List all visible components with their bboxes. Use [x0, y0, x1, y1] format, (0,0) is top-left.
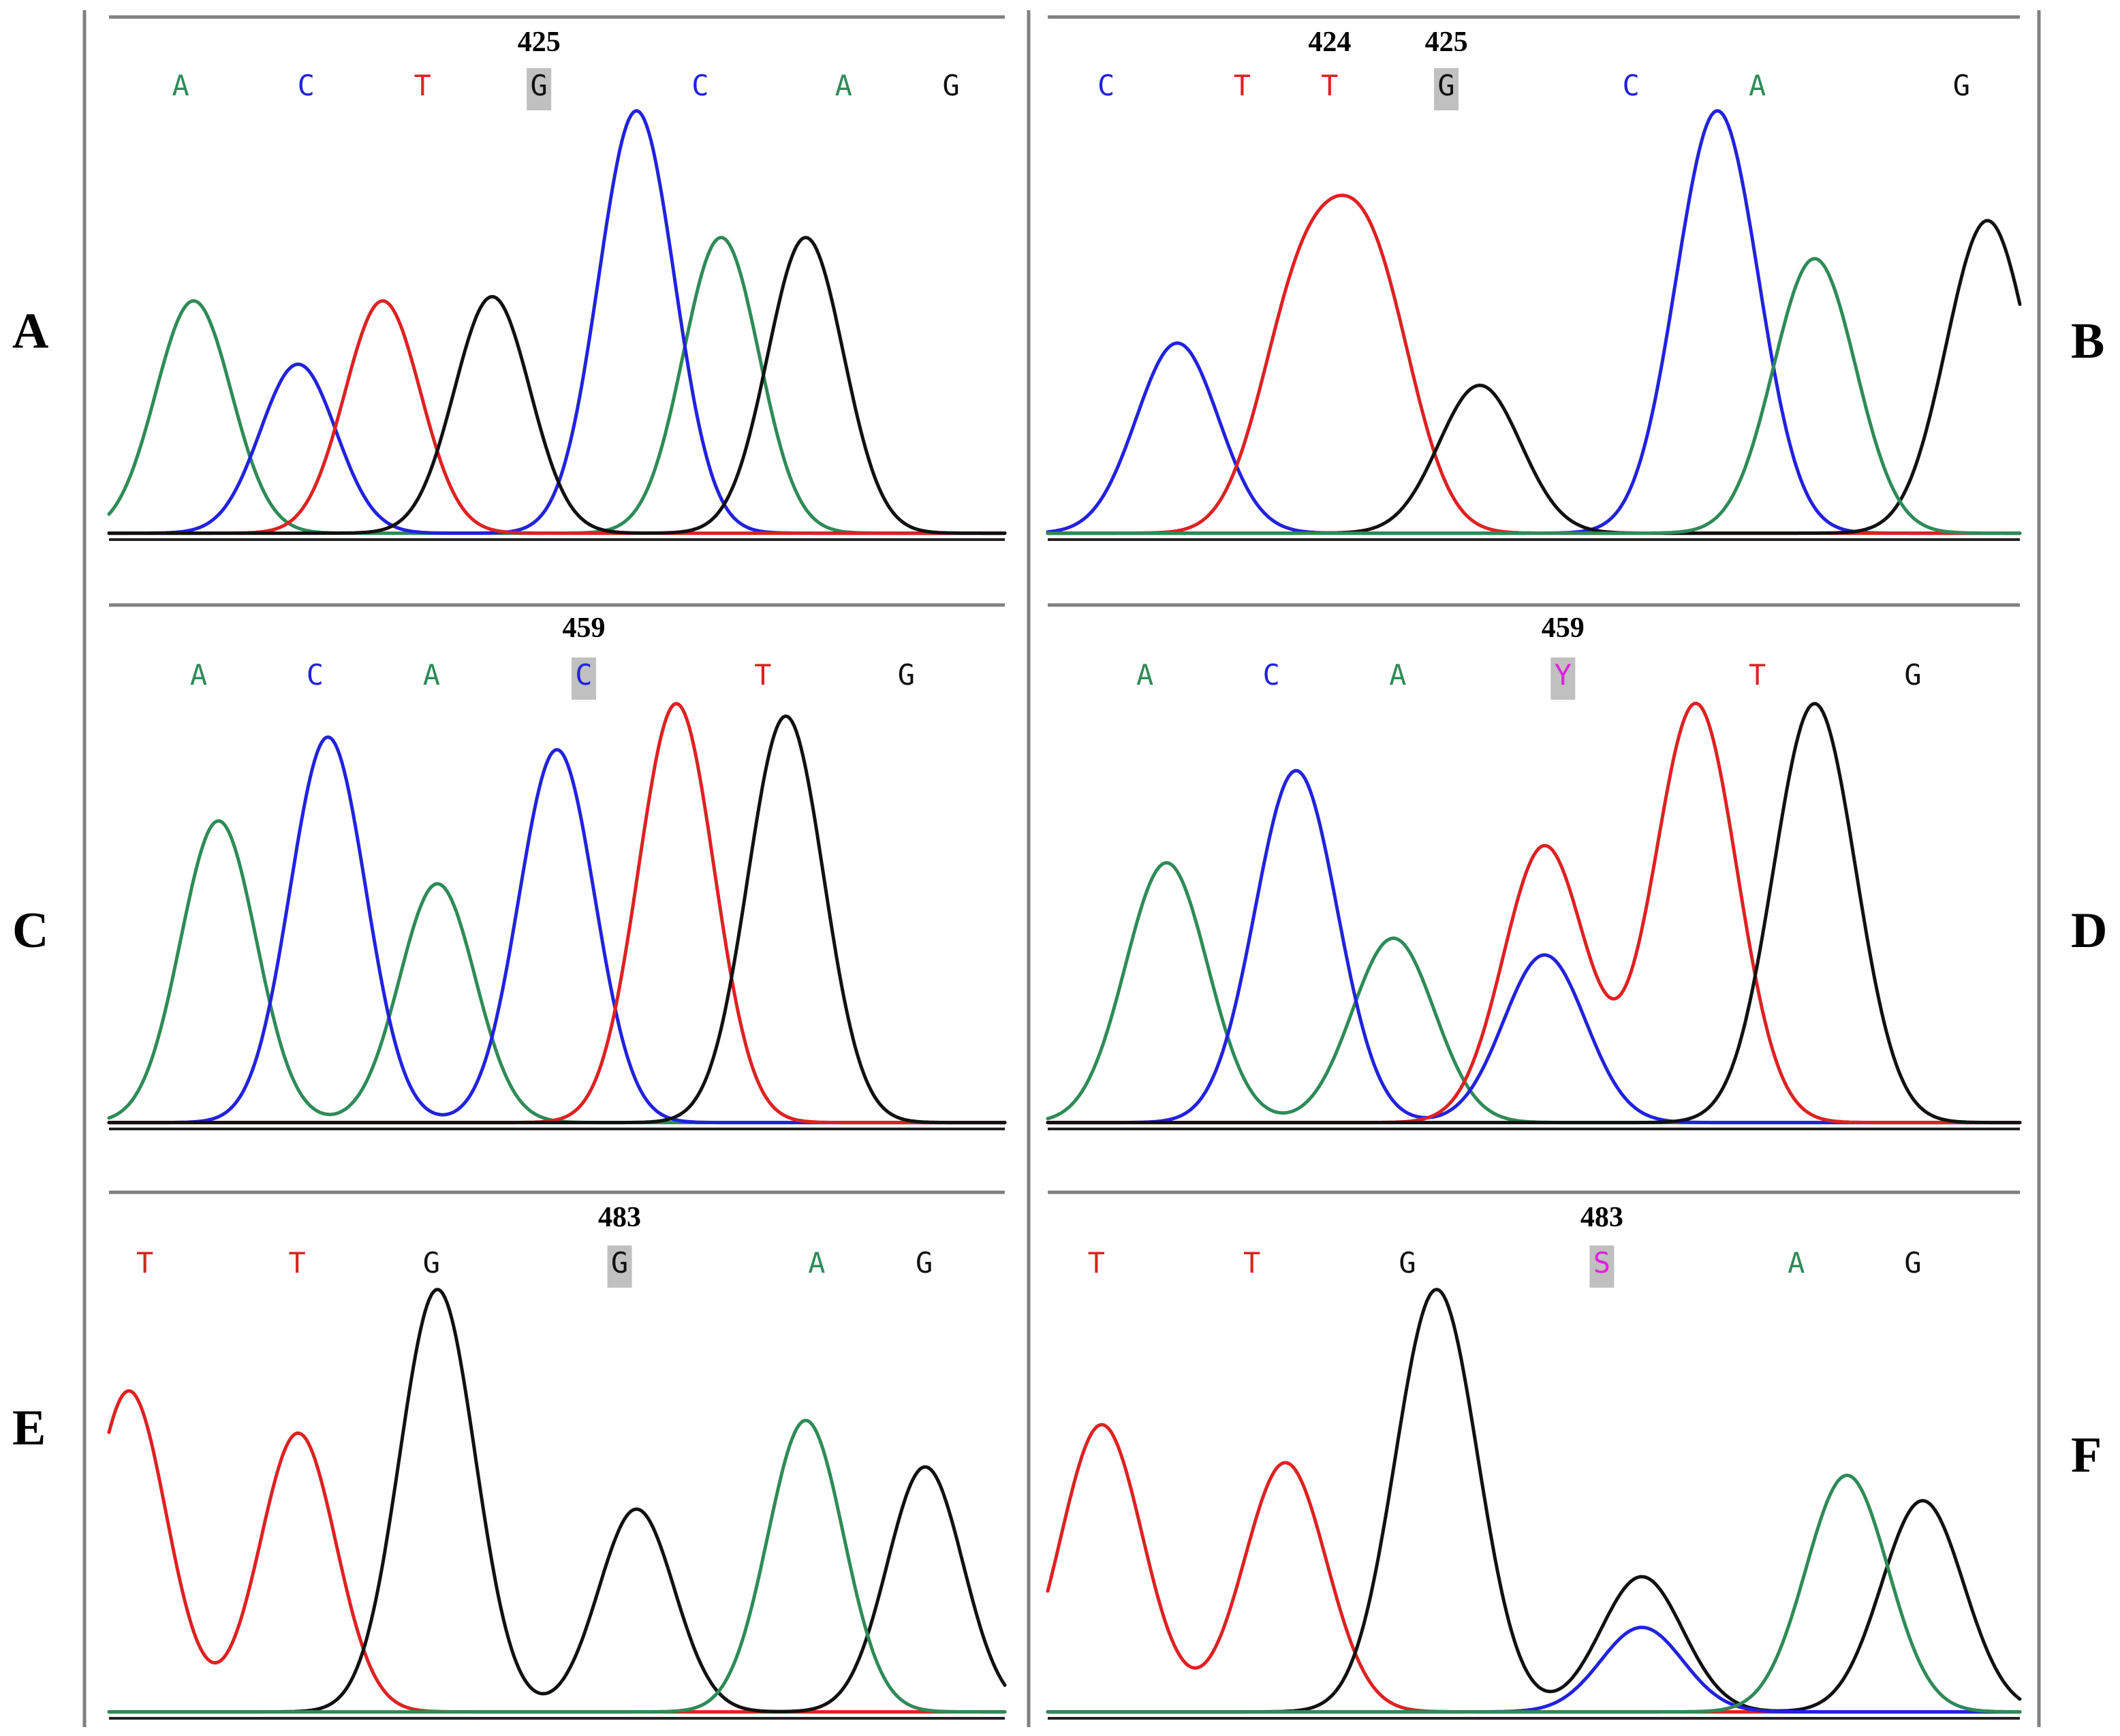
base-call-c: C: [298, 69, 315, 102]
panel-f: 483 T T G S A G: [1046, 1190, 2022, 1720]
base-call-t: T: [1088, 1246, 1105, 1280]
position-label: 459: [1542, 613, 1585, 644]
panel-a: 425 A C T G C A G: [107, 15, 1007, 541]
panel-d: 459 A C A Y T G: [1046, 603, 2022, 1130]
base-call-a: A: [423, 658, 440, 692]
base-call-t: T: [136, 1246, 153, 1280]
base-call-a: A: [808, 1246, 825, 1280]
panel-letter-e: E: [12, 1400, 46, 1456]
position-label: 424: [1308, 27, 1351, 58]
base-call-g: G: [1904, 1246, 1921, 1280]
position-label: 425: [1425, 27, 1468, 58]
trace-a: [107, 1419, 1007, 1714]
base-call-t: T: [754, 658, 771, 692]
panel-letter-b: B: [2071, 313, 2104, 369]
variant-highlight: [607, 1245, 632, 1288]
base-call-a: A: [1136, 658, 1153, 692]
base-call-g: G: [611, 1246, 628, 1280]
base-call-a: A: [1389, 658, 1406, 692]
panel-b: 424 425 C T T G C A G: [1046, 15, 2022, 541]
trace-a: [1046, 861, 2022, 1125]
panel-letter-f: F: [2071, 1427, 2102, 1483]
base-call-a: A: [835, 69, 852, 102]
base-call-t: T: [1243, 1246, 1260, 1280]
variant-highlight: [527, 68, 552, 110]
base-call-g: G: [916, 1246, 933, 1280]
base-call-c: C: [1097, 69, 1114, 102]
base-call-g: G: [1399, 1246, 1416, 1280]
base-call-a: A: [172, 69, 189, 102]
trace-t: [107, 299, 1007, 536]
base-call-a: A: [1749, 69, 1766, 102]
trace-c: [1046, 1626, 2022, 1714]
trace-c: [1046, 769, 2022, 1125]
position-label: 425: [518, 27, 561, 58]
base-call-g: G: [1953, 69, 1970, 102]
panel-c: 459 A C A C T G: [107, 603, 1007, 1130]
trace-g: [1046, 702, 2022, 1125]
base-call-g: G: [1904, 658, 1921, 692]
panel-letter-c: C: [12, 903, 48, 959]
base-call-c: C: [1623, 69, 1640, 102]
trace-t: [107, 702, 1007, 1125]
trace-a: [1046, 257, 2022, 536]
panel-letter-d: D: [2071, 903, 2107, 959]
base-call-t: T: [289, 1246, 306, 1280]
base-call-a: A: [1788, 1246, 1805, 1280]
trace-t: [107, 1389, 1007, 1714]
position-label: 483: [598, 1202, 641, 1233]
base-call-t: T: [1749, 658, 1766, 692]
trace-a: [107, 819, 1007, 1125]
base-call-c: C: [691, 69, 708, 102]
base-call-t: T: [1234, 69, 1251, 102]
base-call-t: T: [1321, 69, 1338, 102]
position-label: 483: [1580, 1202, 1623, 1233]
base-call-g: G: [423, 1246, 440, 1280]
trace-a: [1046, 1473, 2022, 1714]
chromatogram-panels: 425 A C T G C A G 424 425 C T T G C A G 459 A C A C T G 459 A C A Y T…: [107, 15, 2022, 1720]
variant-highlight: [1550, 657, 1576, 700]
base-call-c: C: [307, 658, 324, 692]
trace-t: [1046, 1423, 2022, 1714]
base-call-t: T: [414, 69, 431, 102]
variant-highlight: [571, 657, 596, 700]
position-label: 459: [562, 613, 605, 644]
base-call-g: G: [531, 69, 548, 102]
trace-t: [1046, 193, 2022, 536]
panel-letter-a: A: [12, 303, 48, 359]
trace-g: [1046, 1288, 2022, 1714]
trace-g: [107, 714, 1007, 1125]
base-call-s: S: [1593, 1246, 1610, 1280]
variant-highlight: [1434, 68, 1459, 110]
base-call-g: G: [942, 69, 959, 102]
base-call-y: Y: [1555, 658, 1572, 692]
base-call-a: A: [190, 658, 207, 692]
trace-g: [107, 236, 1007, 536]
trace-g: [1046, 219, 2022, 536]
variant-highlight: [1589, 1245, 1615, 1288]
panel-e: 483 T T G G A G: [107, 1190, 1007, 1720]
base-call-g: G: [898, 658, 915, 692]
base-call-g: G: [1437, 69, 1454, 102]
trace-c: [107, 735, 1007, 1125]
base-call-c: C: [575, 658, 592, 692]
base-call-c: C: [1263, 658, 1280, 692]
